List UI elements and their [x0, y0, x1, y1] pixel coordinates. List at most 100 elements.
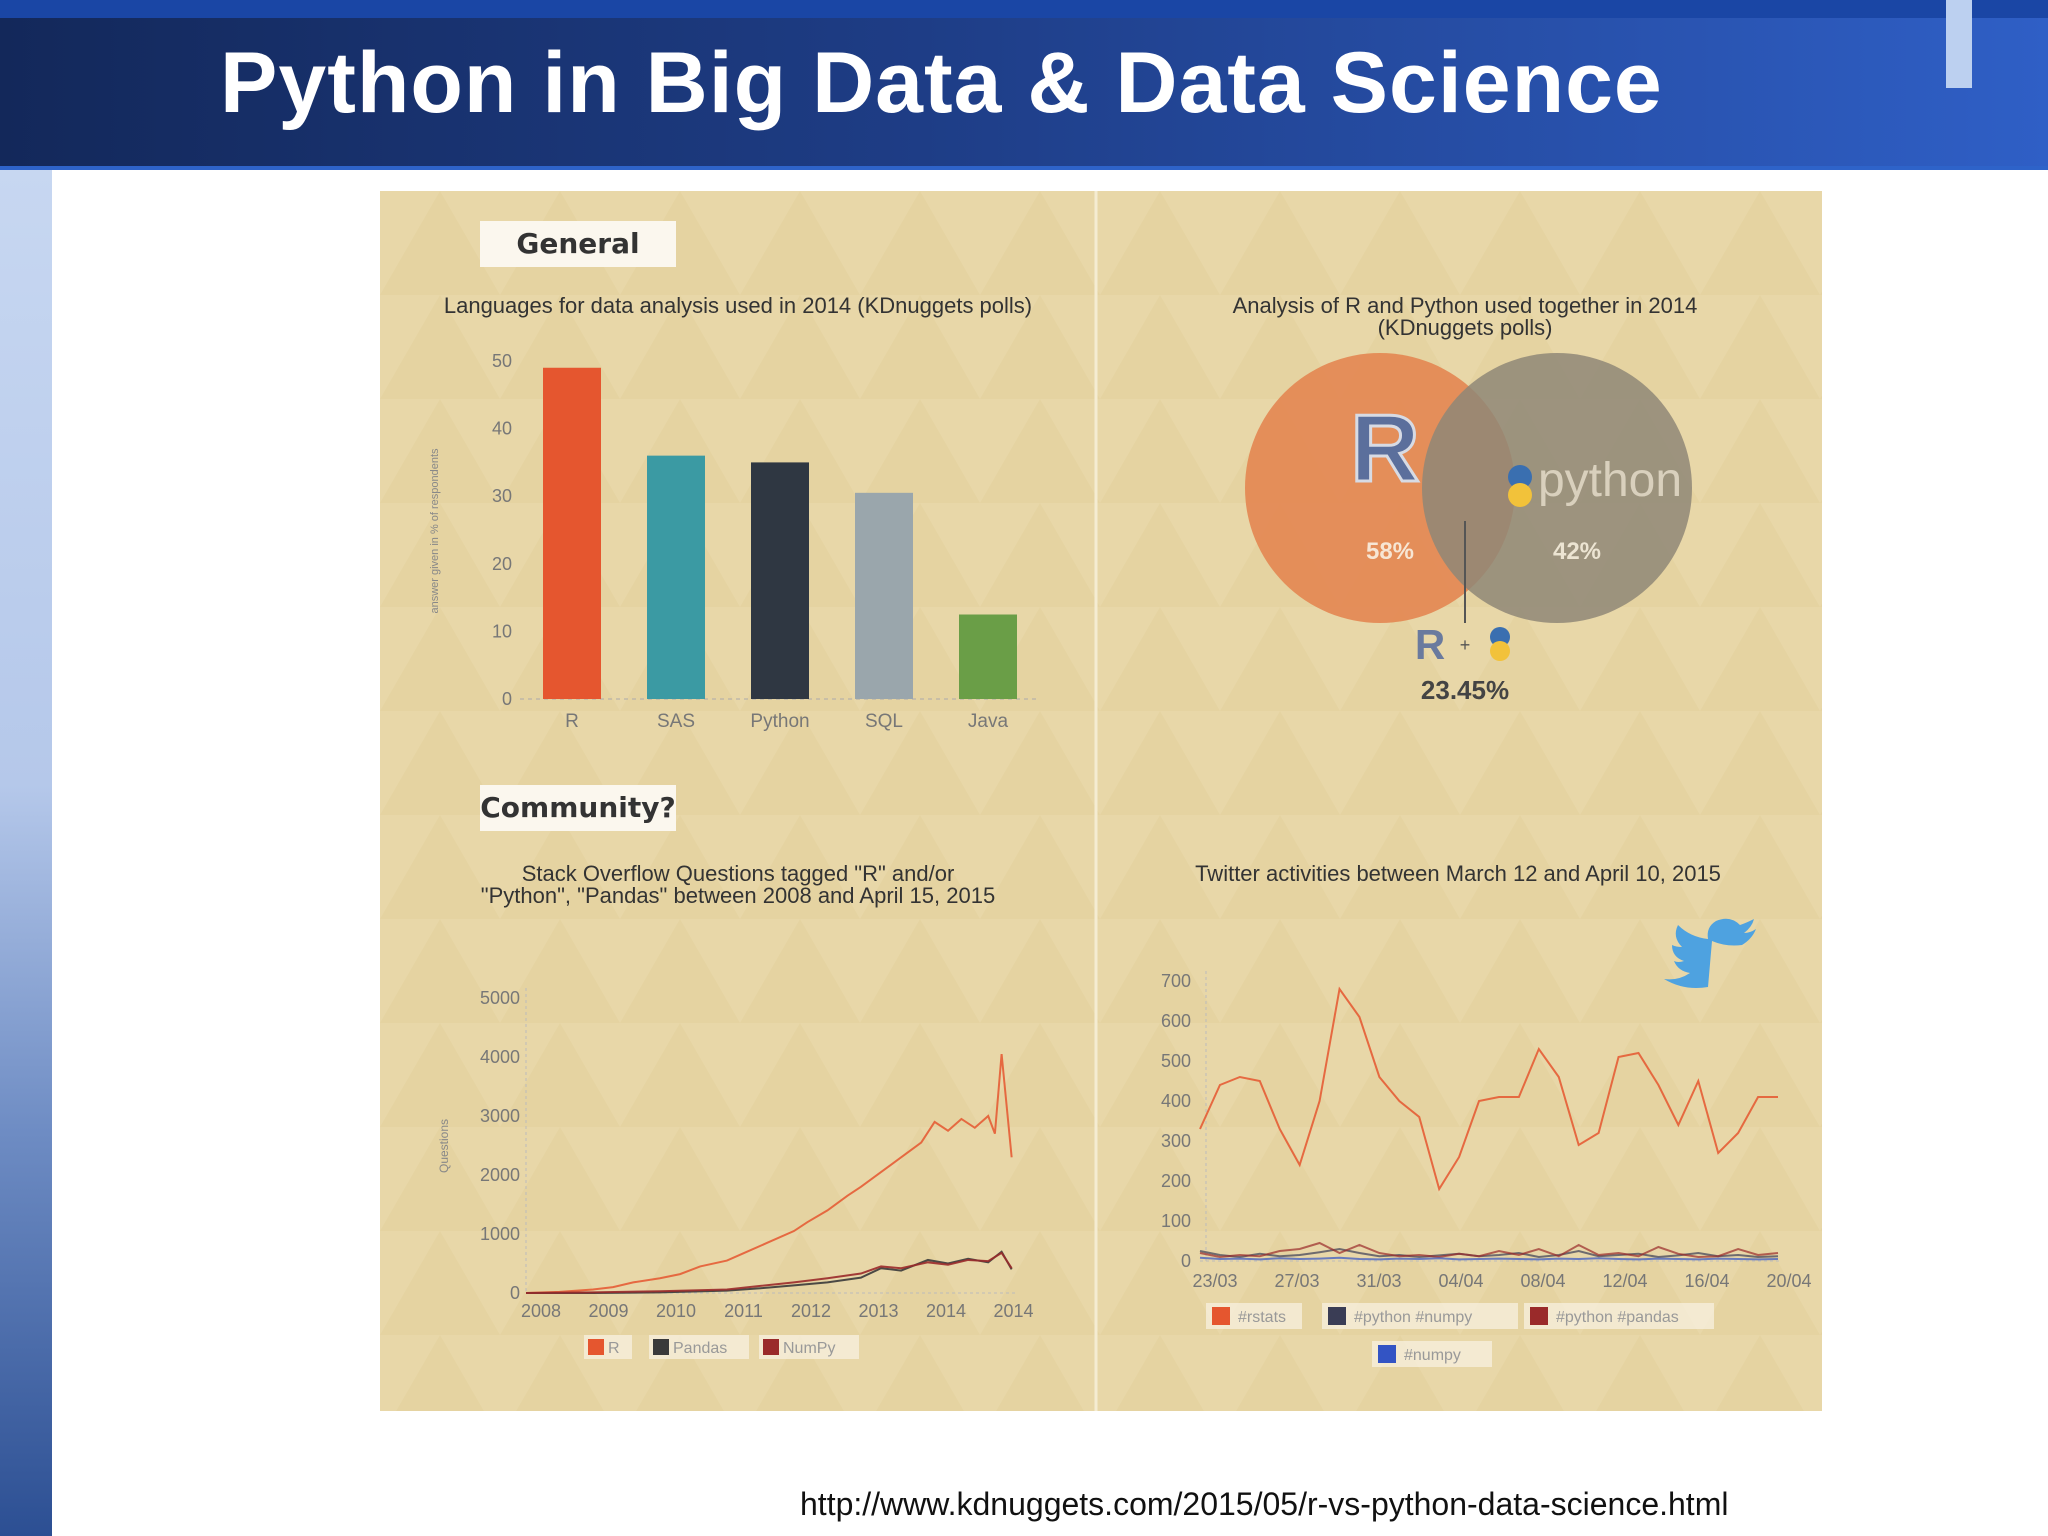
tw-legend-swatch: [1328, 1307, 1346, 1325]
tw-x-tick-label: 23/03: [1192, 1271, 1237, 1291]
stackoverflow-title: "Python", "Pandas" between 2008 and Apri…: [481, 883, 995, 908]
twitter-bird-icon: [1664, 918, 1756, 988]
venn-overlap-python-icon-lower: [1490, 641, 1510, 661]
so-legend-label: R: [608, 1340, 620, 1357]
general-label: General: [480, 221, 676, 267]
so-y-tick-label: 2000: [480, 1165, 520, 1185]
tw-x-tick-label: 08/04: [1520, 1271, 1565, 1291]
so-x-tick-label: 2014: [993, 1301, 1033, 1321]
r-logo-icon: R: [1350, 395, 1419, 502]
tw-x-tick-label: 12/04: [1602, 1271, 1647, 1291]
bar-sql: [855, 492, 913, 699]
tw-y-tick-label: 400: [1161, 1091, 1191, 1111]
bar-chart-title: Languages for data analysis used in 2014…: [444, 293, 1032, 318]
bar-y-tick-label: 30: [492, 486, 512, 506]
bar-java: [959, 614, 1017, 699]
bar-chart: Languages for data analysis used in 2014…: [429, 293, 1040, 732]
tw-y-tick-label: 100: [1161, 1211, 1191, 1231]
venn-overlap-value: 23.45%: [1421, 675, 1509, 705]
side-band: [0, 170, 52, 1536]
so-x-tick-label: 2008: [521, 1301, 561, 1321]
bar-y-tick-label: 40: [492, 419, 512, 439]
stackoverflow-title: Stack Overflow Questions tagged "R" and/…: [522, 861, 955, 886]
so-x-tick-label: 2010: [656, 1301, 696, 1321]
tw-y-tick-label: 300: [1161, 1131, 1191, 1151]
bar-x-tick-label: Java: [968, 711, 1009, 732]
venn-title: Analysis of R and Python used together i…: [1233, 293, 1698, 318]
tw-x-tick-label: 16/04: [1684, 1271, 1729, 1291]
tw-y-tick-label: 700: [1161, 971, 1191, 991]
tw-x-tick-label: 27/03: [1274, 1271, 1319, 1291]
bar-y-tick-label: 10: [492, 621, 512, 641]
so-y-tick-label: 0: [510, 1283, 520, 1303]
so-x-tick-label: 2014: [926, 1301, 966, 1321]
tw-legend-label: #rstats: [1238, 1309, 1286, 1326]
tw-line-0: [1199, 986, 1778, 1192]
tw-line-2: [1199, 1241, 1779, 1259]
venn-circle-python: [1422, 353, 1692, 623]
python-logo-icon: [1508, 465, 1532, 489]
so-legend-label: NumPy: [783, 1340, 835, 1357]
tw-legend-swatch: [1212, 1307, 1230, 1325]
infographic: Languages for data analysis used in 2014…: [380, 191, 1822, 1411]
bar-x-tick-label: SQL: [865, 711, 903, 732]
tw-x-tick-label: 31/03: [1356, 1271, 1401, 1291]
tw-line-3: [1199, 1256, 1779, 1261]
tw-y-tick-label: 0: [1181, 1251, 1191, 1271]
so-legend-swatch: [653, 1339, 669, 1355]
so-legend-swatch: [763, 1339, 779, 1355]
community-label: Community?: [480, 785, 676, 831]
so-y-tick-label: 5000: [480, 988, 520, 1008]
so-x-tick-label: 2012: [791, 1301, 831, 1321]
so-x-tick-label: 2013: [858, 1301, 898, 1321]
so-x-tick-label: 2009: [588, 1301, 628, 1321]
slide-title: Python in Big Data & Data Science: [220, 35, 1663, 131]
twitter-chart: Twitter activities between March 12 and …: [1161, 861, 1812, 1367]
venn-diagram: Analysis of R and Python used together i…: [1233, 293, 1698, 705]
tw-x-tick-label: 20/04: [1766, 1271, 1811, 1291]
bar-y-tick-label: 50: [492, 351, 512, 371]
bar-r: [543, 367, 601, 699]
so-legend-swatch: [588, 1339, 604, 1355]
venn-python-value: 42%: [1553, 538, 1601, 565]
so-x-tick-label: 2011: [724, 1301, 763, 1321]
venn-r-value: 58%: [1366, 538, 1414, 565]
tw-legend-box: [1322, 1303, 1518, 1329]
tw-legend-box: [1524, 1303, 1714, 1329]
tw-x-tick-label: 04/04: [1438, 1271, 1483, 1291]
tw-y-tick-label: 600: [1161, 1011, 1191, 1031]
tw-y-tick-label: 200: [1161, 1171, 1191, 1191]
so-line-r: [525, 1053, 1013, 1294]
venn-python-name: python: [1538, 454, 1682, 507]
stackoverflow-chart: Stack Overflow Questions tagged "R" and/…: [437, 861, 1034, 1359]
twitter-title: Twitter activities between March 12 and …: [1195, 861, 1721, 886]
tw-legend-label: #numpy: [1404, 1347, 1461, 1364]
bar-y-tick-label: 20: [492, 554, 512, 574]
decorative-block: [1946, 0, 1972, 88]
so-y-tick-label: 3000: [480, 1106, 520, 1126]
python-logo-icon-lower: [1508, 483, 1532, 507]
tw-legend-label: #python #pandas: [1556, 1309, 1679, 1326]
tw-legend-swatch: [1530, 1307, 1548, 1325]
venn-overlap-plus: +: [1460, 635, 1471, 655]
tw-legend-swatch: [1378, 1345, 1396, 1363]
bar-python: [751, 462, 809, 699]
bar-sas: [647, 455, 705, 699]
title-bar: Python in Big Data & Data Science: [0, 0, 2048, 170]
so-y-tick-label: 4000: [480, 1047, 520, 1067]
bar-x-tick-label: R: [565, 711, 579, 732]
so-line-numpy: [525, 1251, 1013, 1294]
infographic-svg: Languages for data analysis used in 2014…: [380, 191, 1822, 1411]
venn-overlap-python-icon: [1490, 627, 1510, 647]
so-y-tick-label: 1000: [480, 1224, 520, 1244]
bar-x-tick-label: Python: [750, 711, 809, 732]
venn-overlap-r-icon: R: [1415, 621, 1445, 668]
so-legend-label: Pandas: [673, 1340, 727, 1357]
so-y-axis-label: Questions: [437, 1119, 451, 1173]
bar-x-tick-label: SAS: [657, 711, 695, 732]
tw-y-tick-label: 500: [1161, 1051, 1191, 1071]
tw-legend-label: #python #numpy: [1354, 1309, 1472, 1326]
venn-title: (KDnuggets polls): [1378, 315, 1553, 340]
bar-y-axis-label: answer given in % of respondents: [429, 448, 441, 614]
bar-y-tick-label: 0: [502, 689, 512, 709]
